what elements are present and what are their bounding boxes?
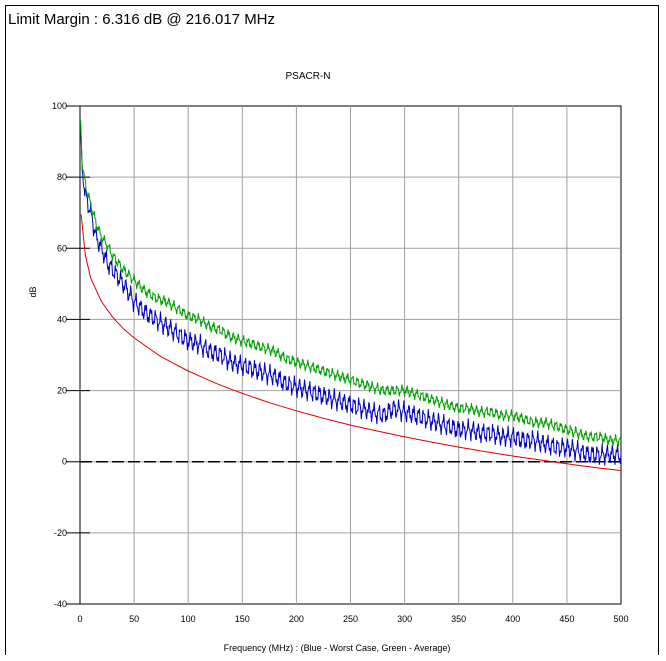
chart-series [80, 120, 622, 472]
y-tick-label: 100 [52, 101, 67, 111]
chart-title: PSACR-N [285, 71, 330, 82]
x-tick-label: 200 [289, 614, 304, 624]
y-tick-label: -40 [54, 599, 67, 609]
x-axis-label: Frequency (MHz) : (Blue - Worst Case, Gr… [224, 643, 451, 653]
series-line-2 [80, 214, 622, 472]
x-tick-label: 450 [559, 614, 574, 624]
y-tick-label: 60 [57, 243, 67, 253]
y-axis-label: dB [28, 286, 38, 297]
x-tick-label: 250 [343, 614, 358, 624]
axis-ticks: 0 50 100 150 200 250 300 350 400 450 500 -40 -20 0 20 4… [52, 101, 629, 624]
x-tick-label: 0 [77, 614, 82, 624]
y-tick-label: -20 [54, 528, 67, 538]
y-tick-label: 20 [57, 386, 67, 396]
x-tick-label: 50 [129, 614, 139, 624]
x-tick-label: 500 [613, 614, 628, 624]
series-line-1 [80, 120, 622, 447]
y-tick-label: 40 [57, 314, 67, 324]
x-tick-label: 400 [505, 614, 520, 624]
x-tick-label: 100 [181, 614, 196, 624]
series-line-0 [80, 120, 622, 466]
chart-frame [5, 5, 659, 655]
x-tick-label: 300 [397, 614, 412, 624]
x-tick-label: 350 [451, 614, 466, 624]
x-tick-label: 150 [235, 614, 250, 624]
y-tick-label: 0 [62, 457, 67, 467]
y-tick-label: 80 [57, 172, 67, 182]
chart-grid [79, 105, 622, 605]
limit-margin-title: Limit Margin : 6.316 dB @ 216.017 MHz [8, 11, 276, 28]
